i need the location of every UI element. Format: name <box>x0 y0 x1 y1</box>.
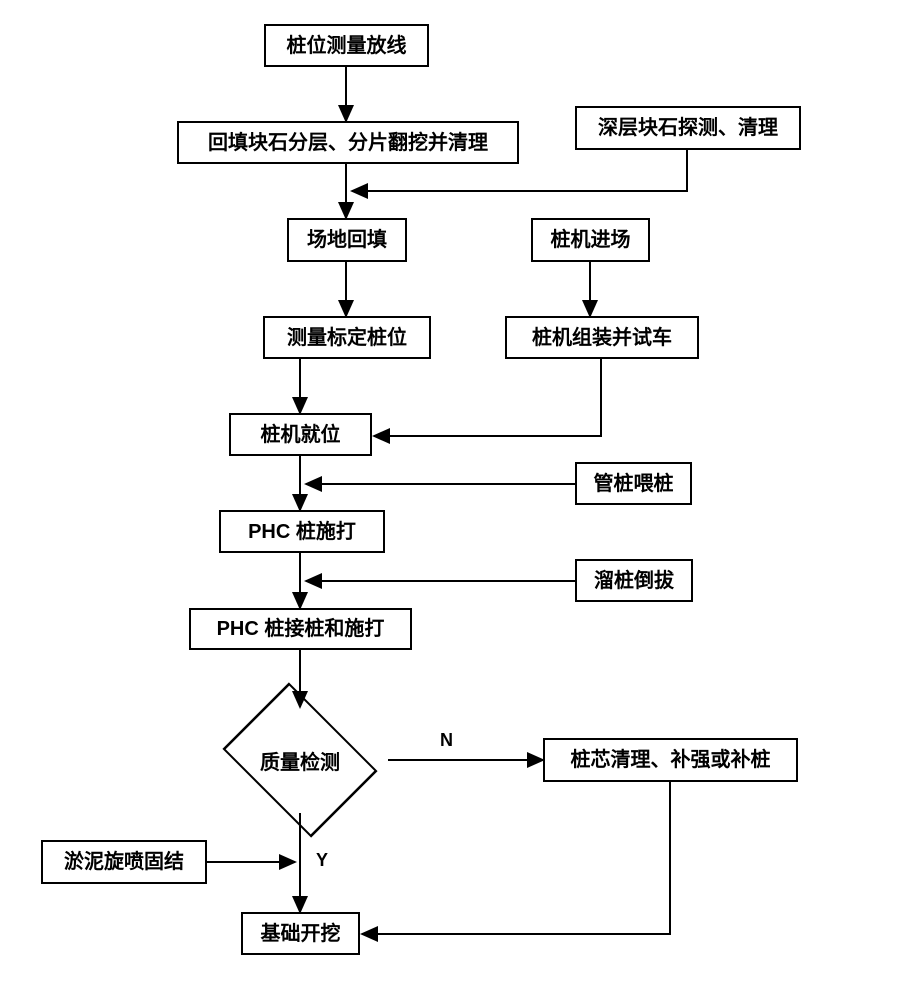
node-machine-entry: 桩机进场 <box>531 218 650 262</box>
node-phc-connect-drive: PHC 桩接桩和施打 <box>189 608 412 650</box>
node-core-cleanup: 桩芯清理、补强或补桩 <box>543 738 798 782</box>
node-survey-layout: 桩位测量放线 <box>264 24 429 67</box>
node-measure-calibrate: 测量标定桩位 <box>263 316 431 359</box>
node-foundation-excavate: 基础开挖 <box>241 912 360 955</box>
node-backfill-layering: 回填块石分层、分片翻挖并清理 <box>177 121 519 164</box>
quality-check-label: 质量检测 <box>260 746 340 775</box>
branch-label-y: Y <box>316 850 328 871</box>
node-slip-reverse: 溜桩倒拔 <box>575 559 693 602</box>
node-jet-grouting: 淤泥旋喷固结 <box>41 840 207 884</box>
node-deep-detection: 深层块石探测、清理 <box>575 106 801 150</box>
node-quality-check: 质量检测 <box>235 709 365 811</box>
node-phc-driving: PHC 桩施打 <box>219 510 385 553</box>
node-site-backfill: 场地回填 <box>287 218 407 262</box>
node-machine-assembly: 桩机组装并试车 <box>505 316 699 359</box>
node-pipe-feeding: 管桩喂桩 <box>575 462 692 505</box>
branch-label-n: N <box>440 730 453 751</box>
node-machine-position: 桩机就位 <box>229 413 372 456</box>
